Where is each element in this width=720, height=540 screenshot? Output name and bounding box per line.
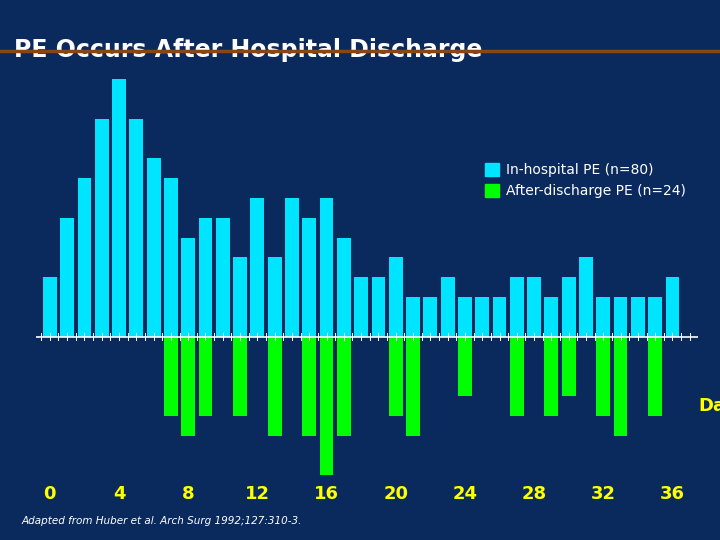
Bar — [216, 218, 230, 336]
Bar — [337, 238, 351, 336]
Bar — [510, 277, 523, 336]
Bar — [164, 336, 178, 416]
Bar — [268, 336, 282, 436]
Bar — [510, 336, 523, 416]
Bar — [492, 297, 506, 336]
Bar — [544, 336, 558, 416]
Bar — [389, 258, 402, 336]
Bar — [354, 277, 368, 336]
Bar — [458, 297, 472, 336]
Bar — [665, 277, 680, 336]
Bar — [372, 277, 385, 336]
Bar — [648, 297, 662, 336]
Bar — [181, 238, 195, 336]
Bar — [320, 198, 333, 336]
Bar — [285, 198, 299, 336]
Bar — [302, 218, 316, 336]
Bar — [544, 297, 558, 336]
Bar — [268, 258, 282, 336]
Bar — [199, 218, 212, 336]
Bar — [613, 336, 628, 436]
Bar — [147, 158, 161, 336]
Bar — [95, 119, 109, 336]
Bar — [562, 277, 575, 336]
Bar — [251, 198, 264, 336]
Bar — [458, 336, 472, 396]
Bar — [233, 336, 247, 416]
Text: PE Occurs After Hospital Discharge: PE Occurs After Hospital Discharge — [14, 38, 483, 62]
Bar — [60, 218, 74, 336]
Bar — [406, 297, 420, 336]
Bar — [475, 297, 489, 336]
Bar — [423, 297, 437, 336]
Legend: In-hospital PE (n=80), After-discharge PE (n=24): In-hospital PE (n=80), After-discharge P… — [480, 158, 691, 204]
Bar — [631, 297, 645, 336]
Bar — [389, 336, 402, 416]
Bar — [320, 336, 333, 515]
Text: Days: Days — [698, 397, 720, 415]
Bar — [527, 277, 541, 336]
Bar — [233, 258, 247, 336]
Bar — [199, 336, 212, 416]
Bar — [579, 258, 593, 336]
Text: Adapted from Huber et al. Arch Surg 1992;127:310-3.: Adapted from Huber et al. Arch Surg 1992… — [22, 516, 302, 526]
Bar — [562, 336, 575, 396]
Bar — [130, 119, 143, 336]
Bar — [596, 336, 610, 416]
Bar — [112, 79, 126, 336]
Bar — [441, 277, 454, 336]
Bar — [164, 178, 178, 336]
Bar — [337, 336, 351, 436]
Bar — [596, 297, 610, 336]
Bar — [406, 336, 420, 436]
Bar — [78, 178, 91, 336]
Bar — [613, 297, 628, 336]
Bar — [181, 336, 195, 436]
Bar — [43, 277, 57, 336]
Bar — [648, 336, 662, 416]
Bar — [302, 336, 316, 436]
